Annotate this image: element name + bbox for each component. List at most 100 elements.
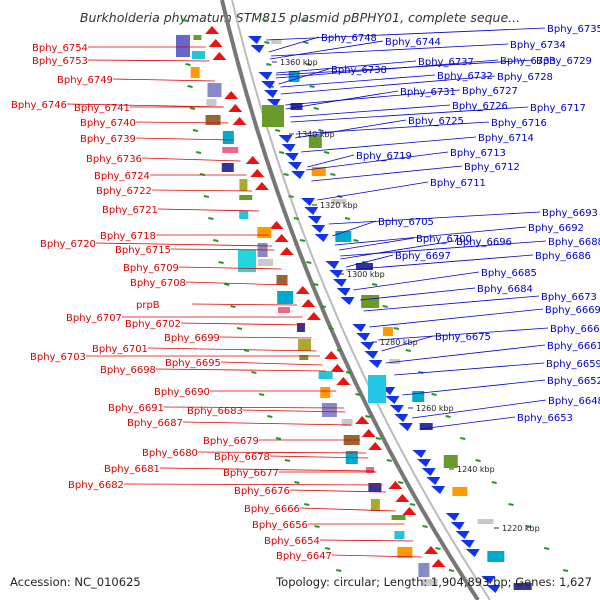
feature-box[interactable] [290, 103, 303, 110]
feature-box[interactable] [308, 135, 322, 148]
left-gene-label-Bphy_6741[interactable]: Bphy_6741 [74, 103, 130, 114]
right-gene-label-Bphy_6684[interactable]: Bphy_6684 [477, 284, 533, 295]
reverse-gene-arrow[interactable] [421, 468, 436, 476]
reverse-gene-arrow[interactable] [291, 171, 306, 179]
reverse-gene-arrow[interactable] [266, 99, 281, 107]
feature-box[interactable] [193, 35, 202, 40]
feature-box[interactable] [318, 371, 333, 379]
reverse-gene-arrow[interactable] [385, 396, 400, 404]
forward-gene-arrow[interactable] [228, 104, 243, 112]
right-gene-label-Bphy_6735[interactable]: Bphy_6735 [547, 24, 600, 35]
reverse-gene-arrow[interactable] [247, 36, 262, 44]
feature-block[interactable] [176, 35, 190, 57]
reverse-gene-arrow[interactable] [332, 279, 347, 287]
right-gene-label-Bphy_6661[interactable]: Bphy_6661 [547, 341, 600, 352]
reverse-gene-arrow[interactable] [261, 81, 276, 89]
forward-gene-arrow[interactable] [274, 234, 289, 242]
feature-box[interactable] [221, 163, 234, 172]
reverse-gene-arrow[interactable] [250, 45, 265, 53]
reverse-gene-arrow[interactable] [460, 540, 475, 548]
reverse-gene-arrow[interactable] [481, 576, 496, 584]
left-gene-label-Bphy_6724[interactable]: Bphy_6724 [94, 171, 150, 182]
right-gene-label-Bphy_6734[interactable]: Bphy_6734 [510, 40, 566, 51]
left-gene-label-Bphy_6682[interactable]: Bphy_6682 [68, 480, 124, 491]
reverse-gene-arrow[interactable] [352, 324, 367, 332]
feature-box[interactable] [207, 83, 222, 97]
reverse-gene-arrow[interactable] [394, 414, 409, 422]
left-gene-label-Bphy_6707[interactable]: Bphy_6707 [66, 313, 122, 324]
right-gene-label-Bphy_6700[interactable]: Bphy_6700 [416, 234, 472, 245]
right-gene-label-Bphy_6673[interactable]: Bphy_6673 [541, 292, 597, 303]
feature-box[interactable] [513, 583, 532, 590]
feature-box[interactable] [299, 355, 309, 360]
left-gene-label-Bphy_6678[interactable]: Bphy_6678 [214, 452, 270, 463]
feature-box[interactable] [368, 483, 382, 492]
right-gene-label-Bphy_6711[interactable]: Bphy_6711 [430, 178, 486, 189]
feature-box[interactable] [366, 467, 375, 473]
right-gene-label-Bphy_6705[interactable]: Bphy_6705 [378, 217, 434, 228]
left-gene-label-Bphy_6647[interactable]: Bphy_6647 [276, 551, 332, 562]
left-gene-label-Bphy_6754[interactable]: Bphy_6754 [32, 43, 88, 54]
right-gene-label-Bphy_6669[interactable]: Bphy_6669 [545, 305, 600, 316]
left-gene-label-Bphy_6679[interactable]: Bphy_6679 [203, 436, 259, 447]
feature-box[interactable] [222, 131, 234, 144]
right-gene-label-Bphy_6685[interactable]: Bphy_6685 [481, 268, 537, 279]
right-gene-label-Bphy_6737[interactable]: Bphy_6737 [418, 57, 474, 68]
left-gene-label-Bphy_6721[interactable]: Bphy_6721 [102, 205, 158, 216]
left-gene-label-Bphy_6715[interactable]: Bphy_6715 [115, 245, 171, 256]
reverse-gene-arrow[interactable] [360, 342, 375, 350]
reverse-gene-arrow[interactable] [426, 477, 441, 485]
left-gene-label-Bphy_6654[interactable]: Bphy_6654 [264, 536, 320, 547]
left-gene-label-Bphy_6695[interactable]: Bphy_6695 [165, 358, 221, 369]
forward-gene-arrow[interactable] [205, 26, 220, 34]
right-gene-label-Bphy_6729[interactable]: Bphy_6729 [536, 56, 592, 67]
forward-gene-arrow[interactable] [431, 559, 446, 567]
reverse-gene-arrow[interactable] [307, 216, 322, 224]
left-gene-label-Bphy_6676[interactable]: Bphy_6676 [234, 486, 290, 497]
feature-box[interactable] [190, 67, 200, 78]
reverse-gene-arrow[interactable] [389, 405, 404, 413]
reverse-gene-arrow[interactable] [340, 297, 355, 305]
reverse-gene-arrow[interactable] [465, 549, 480, 557]
right-gene-label-Bphy_6733[interactable]: Bphy_6733 [500, 56, 556, 67]
forward-gene-arrow[interactable] [254, 182, 269, 190]
left-gene-label-Bphy_6701[interactable]: Bphy_6701 [92, 344, 148, 355]
left-gene-label-Bphy_6720[interactable]: Bphy_6720 [40, 239, 96, 250]
forward-gene-arrow[interactable] [324, 351, 339, 359]
feature-box[interactable] [191, 51, 205, 59]
reverse-gene-arrow[interactable] [263, 90, 278, 98]
reverse-gene-arrow[interactable] [258, 72, 273, 80]
reverse-gene-arrow[interactable] [431, 486, 446, 494]
feature-box[interactable] [311, 167, 326, 176]
right-gene-label-Bphy_6693[interactable]: Bphy_6693 [542, 208, 598, 219]
left-gene-label-Bphy_6753[interactable]: Bphy_6753 [32, 56, 88, 67]
right-gene-label-Bphy_6712[interactable]: Bphy_6712 [464, 162, 520, 173]
feature-box[interactable] [257, 227, 272, 238]
left-gene-label-Bphy_6746[interactable]: Bphy_6746 [11, 100, 67, 111]
right-gene-label-Bphy_6652[interactable]: Bphy_6652 [547, 376, 600, 387]
reverse-gene-arrow[interactable] [336, 288, 351, 296]
forward-gene-arrow[interactable] [306, 312, 321, 320]
reverse-gene-arrow[interactable] [284, 153, 299, 161]
right-gene-label-Bphy_6716[interactable]: Bphy_6716 [491, 118, 547, 129]
right-gene-label-Bphy_6692[interactable]: Bphy_6692 [528, 223, 584, 234]
right-gene-label-Bphy_6738[interactable]: Bphy_6738 [331, 65, 387, 76]
feature-box[interactable] [239, 179, 248, 191]
reverse-gene-arrow[interactable] [356, 333, 371, 341]
left-gene-label-Bphy_6703[interactable]: Bphy_6703 [30, 352, 86, 363]
left-gene-label-Bphy_6683[interactable]: Bphy_6683 [187, 406, 243, 417]
reverse-gene-arrow[interactable] [368, 360, 383, 368]
feature-block[interactable] [238, 250, 256, 272]
right-gene-label-Bphy_6732[interactable]: Bphy_6732 [437, 71, 493, 82]
feature-box[interactable] [296, 323, 305, 332]
left-gene-label-Bphy_6736[interactable]: Bphy_6736 [86, 154, 142, 165]
forward-gene-arrow[interactable] [269, 221, 284, 229]
feature-box[interactable] [412, 391, 425, 402]
right-gene-label-Bphy_6731[interactable]: Bphy_6731 [400, 87, 456, 98]
forward-gene-arrow[interactable] [395, 494, 410, 502]
reverse-gene-arrow[interactable] [304, 207, 319, 215]
right-gene-label-Bphy_6744[interactable]: Bphy_6744 [385, 37, 441, 48]
feature-box[interactable] [370, 499, 380, 511]
feature-box[interactable] [298, 339, 312, 351]
